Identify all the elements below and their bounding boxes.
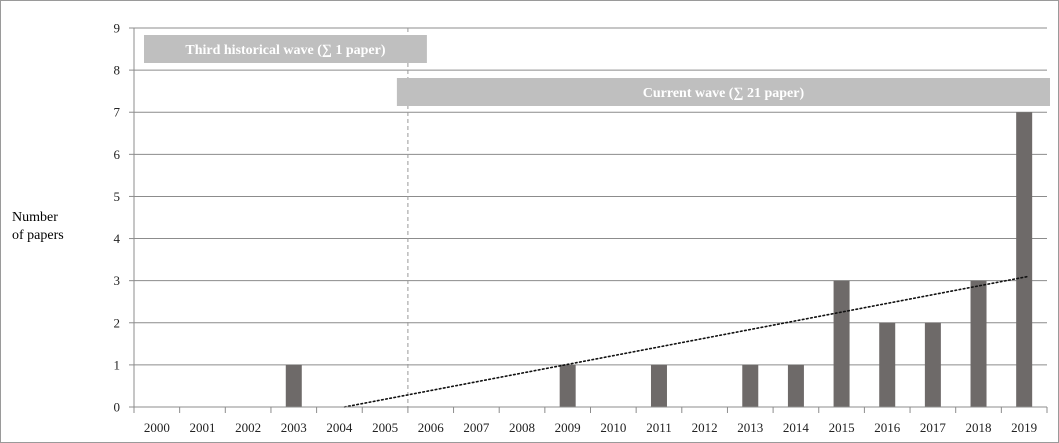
x-tick-label-2017: 2017 — [920, 420, 947, 435]
y-tick-label-5: 5 — [114, 189, 121, 204]
bars — [285, 112, 1033, 407]
y-axis-label-line-1: Number — [12, 210, 58, 225]
x-tick-label-2018: 2018 — [966, 420, 992, 435]
bar-2013 — [742, 364, 759, 407]
trendline — [343, 275, 1029, 408]
trendline-line — [343, 275, 1029, 408]
x-tick-label-2000: 2000 — [144, 420, 170, 435]
y-tick-label-7: 7 — [114, 105, 121, 120]
y-axis-label: Number of papers — [12, 209, 92, 245]
wave-band-1 — [144, 35, 427, 63]
bar-2015 — [833, 280, 850, 407]
x-tick-label-2013: 2013 — [737, 420, 763, 435]
x-tick-label-2019: 2019 — [1011, 420, 1037, 435]
y-tick-labels: 0 1 2 3 4 5 6 7 8 9 — [114, 21, 121, 415]
bar-2014 — [787, 364, 804, 407]
x-tick-label-2003: 2003 — [281, 420, 307, 435]
bar-2017 — [924, 322, 941, 407]
bar-2011 — [650, 364, 667, 407]
bar-2018 — [970, 280, 987, 407]
x-tick-label-2012: 2012 — [692, 420, 718, 435]
y-tick-label-3: 3 — [114, 273, 121, 288]
y-axis-label-line-2: of papers — [12, 228, 64, 243]
y-tick-label-4: 4 — [114, 231, 121, 246]
bar-2003 — [285, 364, 302, 407]
bar-2016 — [879, 322, 896, 407]
y-tick-label-1: 1 — [114, 357, 121, 372]
wave-band-label-2: Current wave (∑ 21 paper) — [643, 86, 805, 101]
wave-band-label-1: Third historical wave (∑ 1 paper) — [185, 43, 385, 58]
x-tick-label-2009: 2009 — [555, 420, 581, 435]
x-tick-label-2002: 2002 — [235, 420, 261, 435]
x-tick-label-2008: 2008 — [509, 420, 535, 435]
x-tick-label-2015: 2015 — [829, 420, 855, 435]
x-tick-label-2005: 2005 — [372, 420, 398, 435]
wave-band-2 — [396, 78, 1050, 106]
x-tick-label-2011: 2011 — [646, 420, 672, 435]
x-tick-label-2001: 2001 — [189, 420, 215, 435]
x-tick-label-2004: 2004 — [326, 420, 353, 435]
y-tick-label-9: 9 — [114, 21, 121, 36]
x-tick-label-2007: 2007 — [463, 420, 490, 435]
x-tick-label-2016: 2016 — [874, 420, 901, 435]
x-tick-label-2014: 2014 — [783, 420, 810, 435]
y-tick-label-2: 2 — [114, 315, 121, 330]
x-tick-label-2010: 2010 — [600, 420, 626, 435]
y-tick-label-8: 8 — [114, 63, 121, 78]
y-tick-label-0: 0 — [114, 400, 121, 415]
x-tick-labels: 2000 2001 2002 2003 2004 2005 2006 2007 2008 2009… — [144, 420, 1037, 435]
y-tick-label-6: 6 — [114, 147, 121, 162]
axes — [129, 27, 1048, 413]
bar-2019 — [1016, 112, 1033, 407]
x-tick-label-2006: 2006 — [418, 420, 445, 435]
wave-annotations: Third historical wave (∑ 1 paper) Current… — [144, 35, 1050, 106]
bar-2009 — [559, 364, 576, 407]
